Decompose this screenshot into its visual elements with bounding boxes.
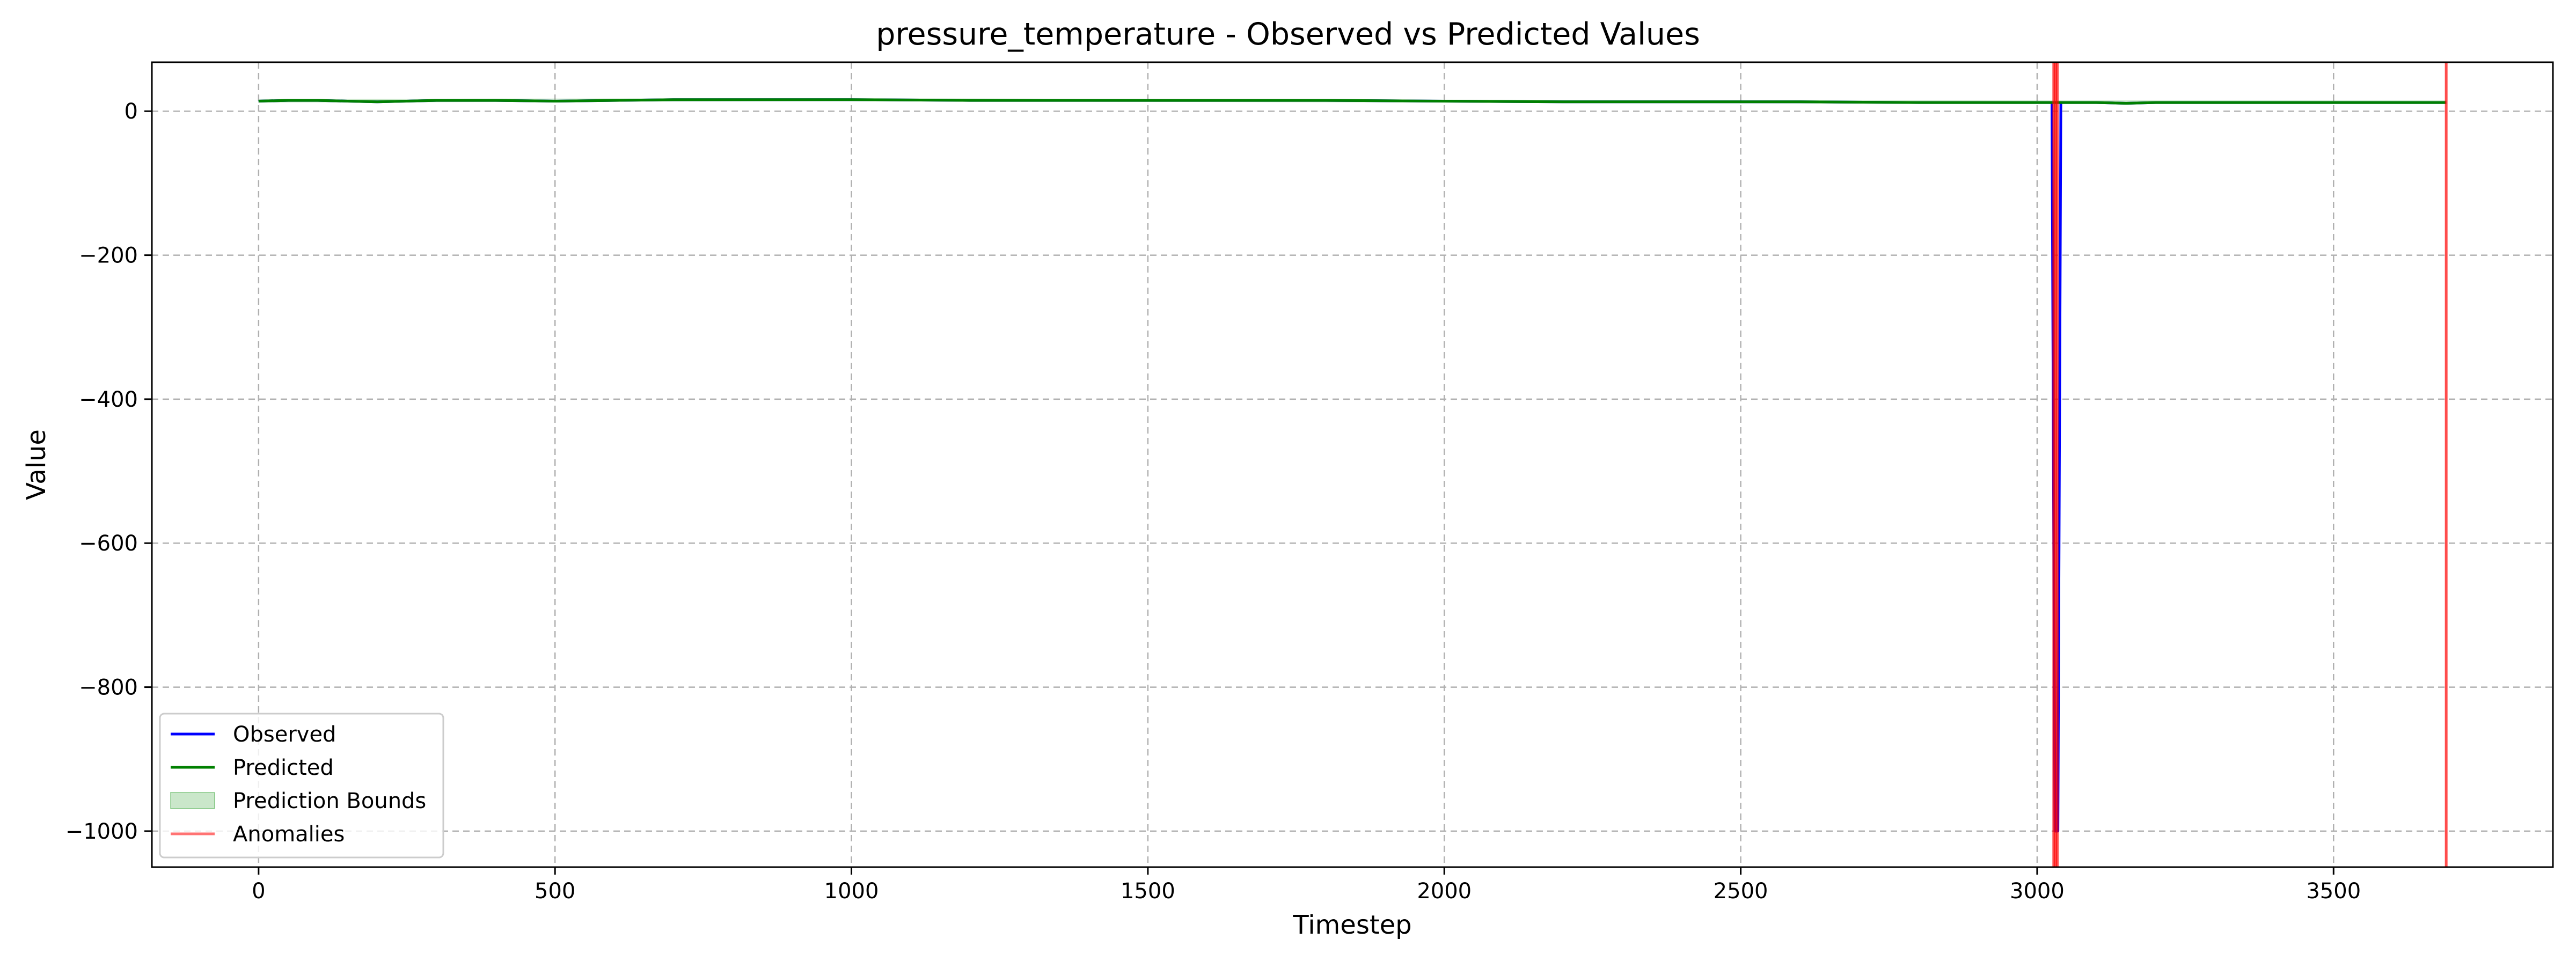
legend: Observed Predicted Prediction Bounds Ano… [159, 713, 444, 859]
y-tick-label: −800 [79, 676, 138, 700]
legend-frame [159, 713, 444, 859]
x-tick-label: 3000 [2010, 879, 2065, 904]
legend-label-anomalies: Anomalies [233, 822, 345, 847]
x-tick-label: 3500 [2306, 879, 2361, 904]
x-tick-label: 1500 [1121, 879, 1175, 904]
predicted-line [258, 98, 2447, 105]
x-tick-label: 2000 [1417, 879, 1472, 904]
prediction-bounds-band [258, 98, 2447, 831]
y-tick-label: −400 [79, 387, 138, 412]
y-tick-label: −600 [79, 531, 138, 556]
legend-swatch-bounds [170, 792, 215, 809]
plot-frame [151, 61, 2554, 868]
y-tick-label: 0 [125, 99, 138, 124]
y-tick-label: −1000 [65, 819, 138, 844]
chart-title: pressure_temperature - Observed vs Predi… [876, 17, 1700, 52]
legend-label-bounds: Prediction Bounds [233, 789, 426, 813]
legend-label-predicted: Predicted [233, 756, 334, 780]
x-tick-label: 0 [252, 879, 265, 904]
observed-line [258, 98, 2447, 833]
legend-label-observed: Observed [233, 722, 336, 747]
x-tick-label: 2500 [1714, 879, 1768, 904]
x-axis-label: Timestep [1292, 910, 1411, 940]
x-tick-label: 1000 [824, 879, 879, 904]
y-tick-label: −200 [79, 244, 138, 268]
y-axis-label: Value [21, 429, 52, 500]
x-tick-label: 500 [535, 879, 575, 904]
